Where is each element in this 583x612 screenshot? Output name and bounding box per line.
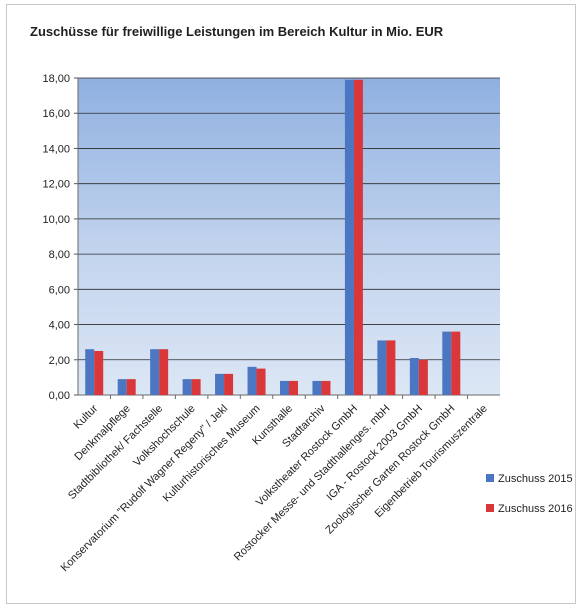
bar — [451, 331, 461, 395]
bar — [386, 340, 396, 395]
y-tick-label: 6,00 — [49, 284, 70, 296]
y-tick-label: 16,00 — [42, 108, 70, 120]
bar — [215, 373, 225, 395]
legend-swatch — [486, 474, 494, 482]
legend-swatch — [486, 504, 494, 512]
legend-label: Zuschuss 2015 — [498, 473, 573, 485]
bar — [224, 373, 234, 395]
legend-label: Zuschuss 2016 — [498, 503, 573, 515]
bar — [182, 379, 192, 395]
y-tick-label: 10,00 — [42, 214, 70, 226]
bar — [117, 379, 127, 395]
bar — [256, 368, 266, 395]
bar — [191, 379, 201, 395]
bar — [353, 79, 363, 395]
chart-title: Zuschüsse für freiwillige Leistungen im … — [30, 24, 444, 39]
y-tick-label: 8,00 — [49, 249, 70, 261]
bar — [85, 349, 95, 395]
bar — [247, 366, 257, 395]
bar — [344, 79, 354, 395]
plot-area — [78, 78, 500, 395]
y-tick-label: 14,00 — [42, 143, 70, 155]
bar — [280, 380, 289, 395]
y-tick-label: 12,00 — [42, 179, 70, 191]
y-tick-label: 18,00 — [42, 73, 70, 85]
bar — [418, 359, 428, 395]
y-tick-label: 4,00 — [49, 320, 70, 332]
bar — [94, 350, 104, 395]
bar — [442, 331, 452, 395]
x-tick-label: Kultur — [72, 402, 101, 431]
bar — [159, 349, 169, 395]
y-tick-label: 2,00 — [49, 355, 70, 367]
bar — [409, 358, 419, 395]
bar — [289, 380, 298, 395]
bar — [312, 380, 322, 395]
bar — [126, 379, 136, 395]
bar — [150, 349, 160, 395]
bar — [321, 380, 331, 395]
bar — [377, 340, 387, 395]
y-tick-label: 0,00 — [49, 390, 70, 402]
